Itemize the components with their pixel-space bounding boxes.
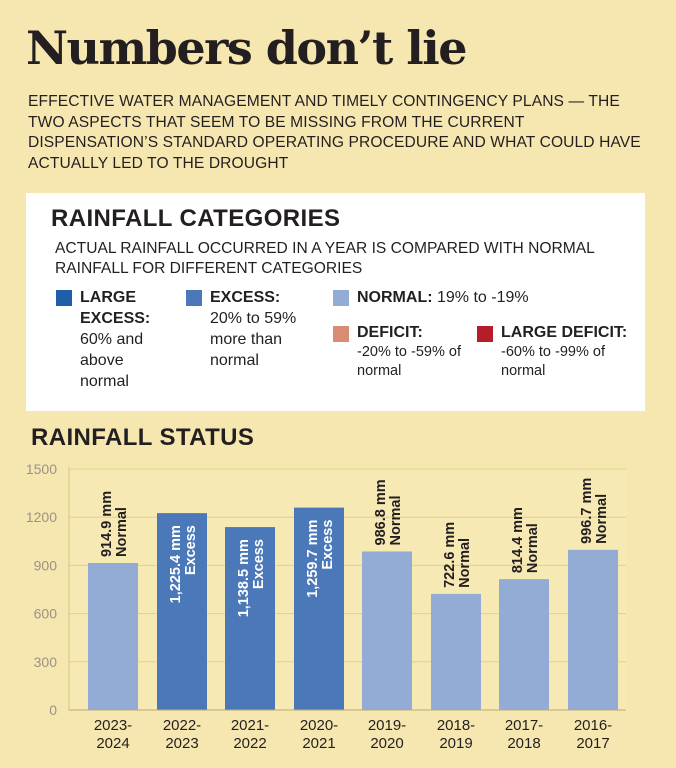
x-tick-label: 2018- (437, 717, 475, 734)
large-excess-range: 60% and above normal (80, 331, 144, 390)
y-tick-label: 600 (34, 606, 58, 622)
bar-label-group: 1,225.4 mm Excess (168, 525, 199, 603)
y-tick-label: 1200 (26, 509, 57, 525)
excess-swatch (186, 290, 202, 306)
x-tick-label: 2021- (231, 717, 269, 734)
bar-label-group: 996.7 mm Normal (579, 478, 610, 544)
bar (157, 513, 207, 710)
bar-value-label: 1,259.7 mm (305, 520, 321, 598)
x-tick-label: 2021 (302, 735, 335, 752)
bar-status-label: Excess (320, 520, 336, 570)
categories-panel: RAINFALL CATEGORIES ACTUAL RAINFALL OCCU… (26, 193, 645, 411)
large-deficit-category: LARGE DEFICIT: -60% to -99% of normal (501, 323, 641, 381)
bar (568, 549, 618, 710)
bar-status-label: Normal (114, 507, 130, 557)
bar-label-group: 986.8 mm Normal (373, 479, 404, 545)
x-tick-label: 2022- (163, 717, 201, 734)
x-tick-label: 2018 (507, 735, 540, 752)
bar-label-group: 914.9 mm Normal (99, 491, 130, 557)
categories-description: ACTUAL RAINFALL OCCURRED IN A YEAR IS CO… (55, 240, 595, 277)
y-tick-label: 900 (34, 557, 58, 573)
bar-value-label: 914.9 mm (99, 491, 115, 557)
bar (294, 507, 344, 710)
normal-category: NORMAL: 19% to -19% (357, 287, 627, 308)
bar (431, 593, 481, 710)
bar-status-label: Normal (525, 523, 541, 573)
excess-range: 20% to 59% more than normal (210, 310, 297, 369)
bar-label-group: 1,138.5 mm Excess (236, 539, 267, 617)
x-tick-label: 2019 (439, 735, 472, 752)
x-tick-label: 2016- (574, 717, 612, 734)
bar-status-label: Normal (388, 495, 404, 545)
y-tick-label: 300 (34, 654, 58, 670)
bar-status-label: Excess (183, 525, 199, 575)
bar-label-group: 1,259.7 mm Excess (305, 520, 336, 598)
y-tick-label: 0 (49, 702, 57, 718)
x-tick-label: 2017- (505, 717, 543, 734)
deficit-range: -20% to -59% of normal (357, 344, 461, 379)
large-excess-category: LARGE EXCESS: 60% and above normal (80, 287, 175, 392)
large-deficit-name: LARGE DEFICIT: (501, 324, 628, 341)
large-deficit-swatch (477, 326, 493, 342)
bar-label-group: 722.6 mm Normal (442, 522, 473, 588)
y-tick-label: 1500 (26, 461, 57, 477)
large-deficit-range: -60% to -99% of normal (501, 344, 605, 379)
categories-title: RAINFALL CATEGORIES (51, 205, 341, 232)
excess-category: EXCESS: 20% to 59% more than normal (210, 287, 315, 371)
deficit-swatch (333, 326, 349, 342)
large-excess-name: LARGE EXCESS: (80, 289, 151, 327)
bar (499, 579, 549, 710)
x-tick-label: 2019- (368, 717, 406, 734)
x-tick-label: 2023- (94, 717, 132, 734)
deficit-name: DEFICIT: (357, 324, 423, 341)
deficit-category: DEFICIT: -20% to -59% of normal (357, 323, 482, 381)
x-tick-label: 2023 (165, 735, 198, 752)
bar-value-label: 1,225.4 mm (168, 525, 184, 603)
chart-title: RAINFALL STATUS (31, 424, 255, 451)
bar-status-label: Normal (457, 538, 473, 588)
bar-status-label: Excess (251, 539, 267, 589)
bar-value-label: 986.8 mm (373, 479, 389, 545)
normal-name: NORMAL: (357, 289, 433, 306)
bar (225, 527, 275, 710)
bar-value-label: 1,138.5 mm (236, 539, 252, 617)
normal-range: 19% to -19% (437, 289, 529, 306)
bar-value-label: 722.6 mm (442, 522, 458, 588)
excess-name: EXCESS: (210, 289, 281, 306)
bar (88, 563, 138, 710)
x-tick-label: 2020- (300, 717, 338, 734)
normal-swatch (333, 290, 349, 306)
subhead: EFFECTIVE WATER MANAGEMENT AND TIMELY CO… (28, 93, 641, 172)
bar-label-group: 814.4 mm Normal (510, 507, 541, 573)
x-tick-label: 2024 (96, 735, 129, 752)
large-excess-swatch (56, 290, 72, 306)
bar-value-label: 996.7 mm (579, 478, 595, 544)
headline: Numbers don’t lie (26, 21, 468, 75)
bar-status-label: Normal (594, 494, 610, 544)
x-tick-label: 2017 (576, 735, 609, 752)
bar (362, 551, 412, 710)
x-tick-label: 2020 (370, 735, 403, 752)
bar-value-label: 814.4 mm (510, 507, 526, 573)
x-tick-label: 2022 (233, 735, 266, 752)
